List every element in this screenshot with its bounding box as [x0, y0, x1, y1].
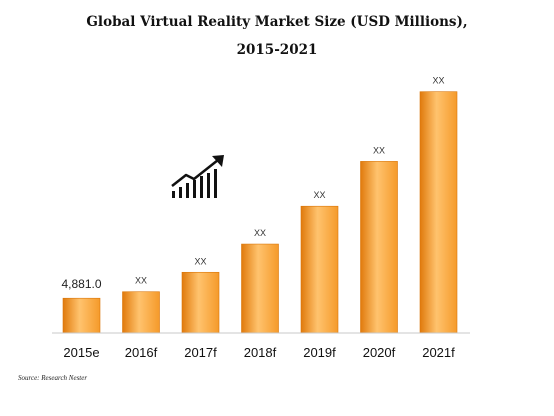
data-label-2019f: XX [313, 190, 325, 200]
trending-up-chart-icon [171, 155, 224, 198]
category-label-2017f: 2017f [184, 345, 217, 360]
bar-2016f [122, 291, 160, 334]
category-label-2021f: 2021f [422, 345, 455, 360]
data-label-2017f: XX [194, 256, 206, 266]
data-label-2015e: 4,881.0 [61, 277, 101, 291]
category-label-2019f: 2019f [303, 345, 336, 360]
data-label-2021f: XX [432, 76, 444, 86]
category-label-2016f: 2016f [125, 345, 158, 360]
category-label-2020f: 2020f [363, 345, 396, 360]
bar-2020f [360, 161, 398, 334]
bar-2019f [300, 205, 339, 334]
chart-title-line-1: Global Virtual Reality Market Size (USD … [86, 14, 468, 30]
bar-2018f [241, 243, 279, 334]
bar-2017f [181, 271, 220, 334]
category-label-2018f: 2018f [244, 345, 277, 360]
bar-2015e [62, 297, 101, 334]
bar-2021f [419, 91, 458, 334]
chart-title-line-2: 2015-2021 [236, 42, 318, 58]
source-note: Source: Research Nester [18, 374, 88, 382]
category-label-2015e: 2015e [63, 345, 99, 360]
data-label-2018f: XX [254, 228, 266, 238]
data-label-2020f: XX [373, 145, 385, 155]
data-label-2016f: XX [135, 276, 147, 286]
